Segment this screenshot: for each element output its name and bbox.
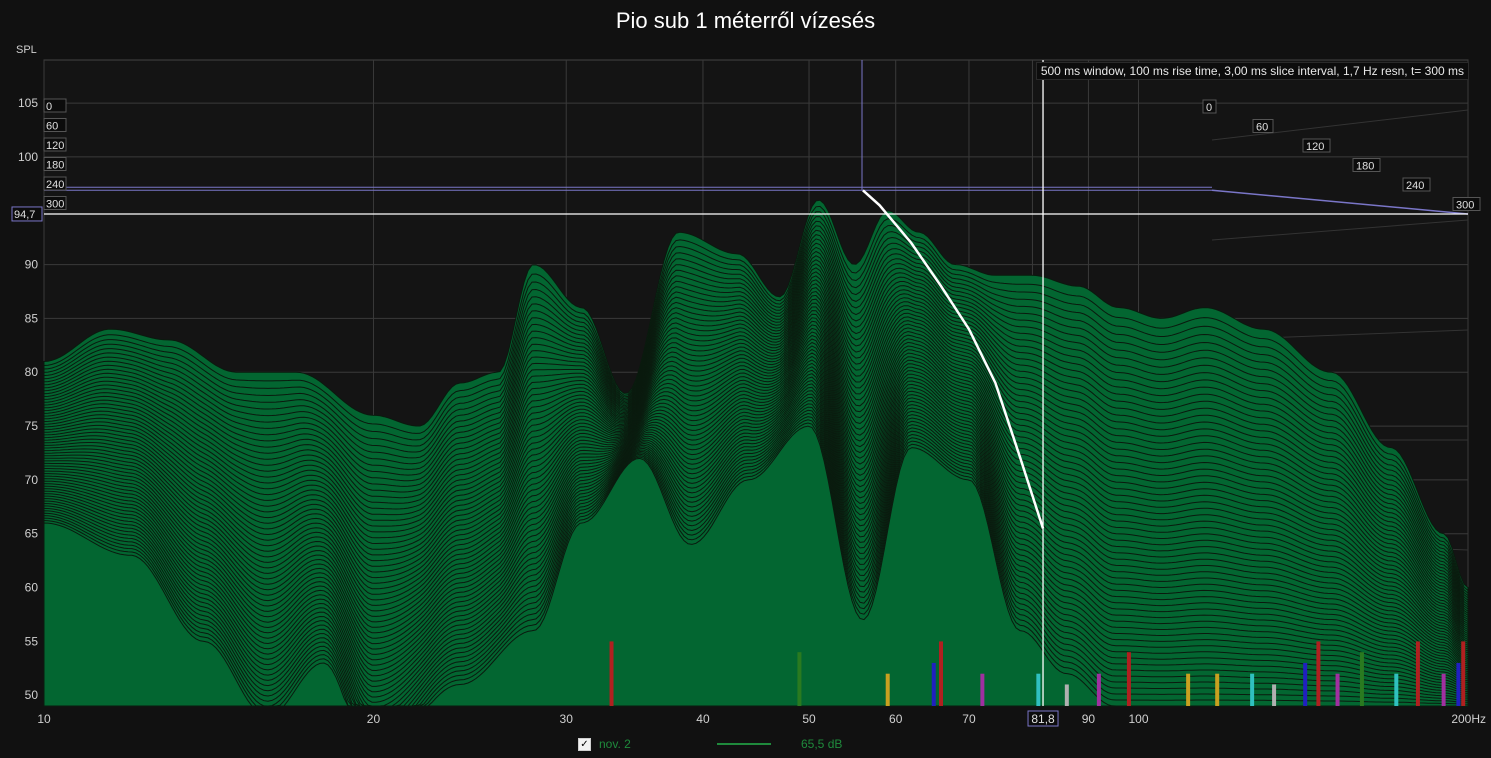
peak-marker bbox=[1303, 662, 1308, 706]
peak-marker bbox=[1359, 652, 1364, 706]
svg-text:60: 60 bbox=[1256, 122, 1268, 134]
peak-marker bbox=[1126, 652, 1131, 706]
svg-text:0: 0 bbox=[46, 101, 52, 113]
peak-marker bbox=[1096, 673, 1101, 706]
series-checkbox[interactable]: ✓ bbox=[578, 737, 591, 751]
peak-marker bbox=[931, 662, 936, 706]
time-label-right: 60 bbox=[1252, 119, 1274, 134]
svg-text:120: 120 bbox=[1306, 141, 1324, 153]
time-label-right: 0 bbox=[1202, 99, 1217, 114]
svg-text:300: 300 bbox=[46, 199, 64, 211]
time-label-left: 60 bbox=[43, 118, 67, 133]
y-tick-label: 80 bbox=[25, 365, 39, 379]
x-tick-label: 50 bbox=[802, 712, 816, 726]
info-text: 500 ms window, 100 ms rise time, 3,00 ms… bbox=[1035, 62, 1469, 80]
legend-series-name: nov. 2 bbox=[599, 737, 631, 751]
perspective-gridline bbox=[1211, 219, 1469, 241]
peak-marker bbox=[939, 641, 944, 706]
perspective-gridline bbox=[1211, 109, 1469, 141]
peak-marker bbox=[1215, 673, 1220, 706]
peak-marker bbox=[1394, 673, 1399, 706]
svg-text:180: 180 bbox=[46, 160, 64, 172]
y-tick-label: 85 bbox=[25, 311, 39, 325]
svg-text:180: 180 bbox=[1356, 161, 1374, 173]
svg-text:94,7: 94,7 bbox=[14, 209, 35, 221]
x-tick-label: 200Hz bbox=[1451, 712, 1486, 726]
y-tick-label: 60 bbox=[25, 581, 39, 595]
x-tick-label: 70 bbox=[962, 712, 976, 726]
svg-text:300: 300 bbox=[1456, 200, 1474, 212]
peak-marker bbox=[1064, 684, 1069, 706]
y-tick-label: 105 bbox=[18, 96, 38, 110]
time-label-right: 120 bbox=[1302, 138, 1331, 153]
cursor-y-label: 94,7 bbox=[11, 206, 43, 222]
peak-markers bbox=[609, 641, 1466, 706]
x-tick-label: 90 bbox=[1082, 712, 1096, 726]
svg-text:81,8: 81,8 bbox=[1031, 712, 1055, 726]
peak-marker bbox=[797, 652, 802, 706]
peak-marker bbox=[885, 673, 890, 706]
decay-trajectory bbox=[862, 189, 1045, 529]
time-label-left: 180 bbox=[43, 157, 67, 172]
y-axis-label: SPL bbox=[16, 44, 37, 56]
cursor-x-label: 81,8 bbox=[1027, 710, 1059, 727]
x-tick-label: 20 bbox=[367, 712, 381, 726]
legend-value: 65,5 dB bbox=[801, 737, 843, 751]
y-tick-label: 90 bbox=[25, 258, 39, 272]
peak-marker bbox=[1456, 662, 1461, 706]
chart-title: Pio sub 1 méterről vízesés bbox=[615, 8, 876, 33]
y-tick-label: 65 bbox=[25, 527, 39, 541]
y-tick-label: 75 bbox=[25, 419, 39, 433]
svg-text:0: 0 bbox=[1206, 102, 1212, 114]
peak-marker bbox=[1415, 641, 1420, 706]
peak-marker bbox=[1186, 673, 1191, 706]
y-tick-label: 100 bbox=[18, 150, 38, 164]
svg-text:240: 240 bbox=[46, 179, 64, 191]
x-tick-label: 40 bbox=[696, 712, 710, 726]
peak-marker bbox=[1316, 641, 1321, 706]
time-label-left: 240 bbox=[43, 176, 67, 191]
time-label-left: 0 bbox=[43, 98, 67, 113]
legend: ✓ nov. 2 65,5 dB bbox=[578, 737, 842, 751]
svg-text:240: 240 bbox=[1406, 180, 1424, 192]
y-tick-label: 55 bbox=[25, 634, 39, 648]
peak-marker bbox=[1250, 673, 1255, 706]
waterfall-slices bbox=[43, 199, 1469, 707]
x-tick-label: 30 bbox=[560, 712, 574, 726]
time-label-left: 300 bbox=[43, 196, 67, 211]
time-label-right: 300 bbox=[1452, 197, 1481, 212]
peak-marker bbox=[1036, 673, 1041, 706]
svg-text:120: 120 bbox=[46, 140, 64, 152]
svg-text:60: 60 bbox=[46, 121, 58, 133]
x-tick-label: 60 bbox=[889, 712, 903, 726]
frame-line bbox=[1211, 189, 1469, 215]
y-tick-label: 50 bbox=[25, 688, 39, 702]
x-tick-label: 100 bbox=[1129, 712, 1149, 726]
peak-marker bbox=[980, 673, 985, 706]
peak-marker bbox=[1272, 684, 1277, 706]
peak-marker bbox=[609, 641, 614, 706]
waterfall-slice bbox=[43, 425, 1468, 707]
peak-marker bbox=[1461, 641, 1466, 706]
x-tick-label: 10 bbox=[37, 712, 51, 726]
legend-line-swatch bbox=[717, 743, 771, 745]
time-label-right: 180 bbox=[1352, 158, 1381, 173]
peak-marker bbox=[1335, 673, 1340, 706]
time-label-left: 120 bbox=[43, 137, 67, 152]
y-tick-label: 70 bbox=[25, 473, 39, 487]
peak-marker bbox=[1441, 673, 1446, 706]
time-label-right: 240 bbox=[1402, 177, 1431, 192]
